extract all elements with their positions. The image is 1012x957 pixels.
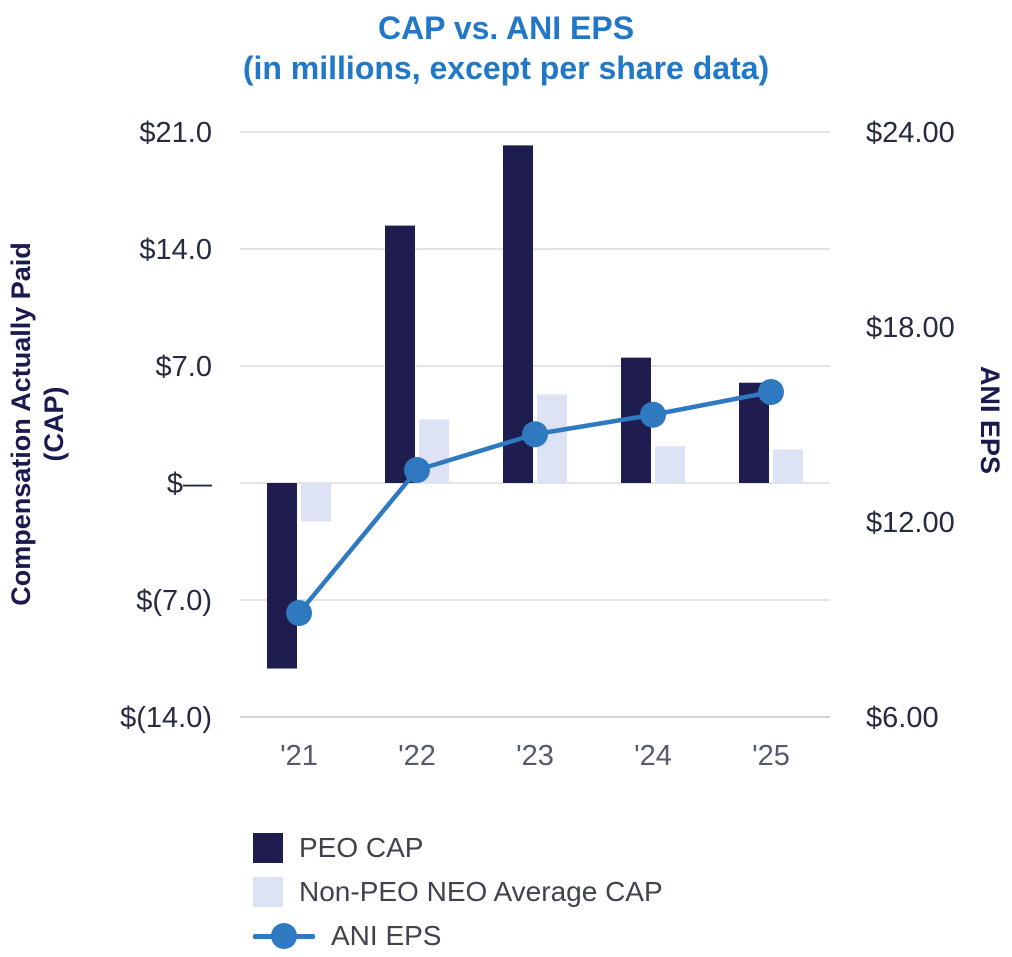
legend-item-ani-eps: ANI EPS [253, 918, 663, 954]
chart-title: CAP vs. ANI EPS (in millions, except per… [0, 8, 1012, 88]
chart-title-line2: (in millions, except per share data) [242, 50, 770, 86]
x-axis-tick-label: '21 [280, 740, 318, 772]
ani-eps-marker [404, 457, 430, 483]
peo-cap-bar [267, 483, 297, 669]
chart-title-line1: CAP vs. ANI EPS [377, 10, 635, 46]
right-axis-tick-label: $12.00 [866, 507, 955, 539]
non-peo-neo-bar [655, 446, 685, 483]
chart-plot-area: $21.0 $14.0 $7.0 $— $(7.0) $(14.0) $24.00 $18.0… [120, 117, 955, 772]
legend-label-peo-cap: PEO CAP [299, 832, 424, 863]
ani-eps-marker [286, 600, 312, 626]
left-axis-tick-label: $(7.0) [136, 585, 212, 617]
ani-eps-marker [640, 401, 666, 428]
left-axis-tick-label: $14.0 [139, 234, 212, 266]
non-peo-neo-swatch-icon [253, 877, 283, 907]
right-axis-tick-label: $24.00 [866, 117, 955, 149]
legend-item-non-peo-neo: Non-PEO NEO Average CAP [253, 874, 663, 910]
x-axis-tick-label: '24 [634, 740, 672, 772]
ani-eps-line-marker-icon [253, 921, 315, 951]
x-axis-tick-label: '23 [516, 740, 554, 772]
peo-cap-swatch-icon [253, 833, 283, 863]
ani-eps-marker [758, 379, 784, 405]
non-peo-neo-bar [301, 483, 331, 522]
x-axis-tick-label: '25 [752, 740, 790, 772]
right-axis-tick-label: $6.00 [866, 702, 939, 734]
legend-label-non-peo-neo: Non-PEO NEO Average CAP [299, 876, 663, 907]
peo-cap-bar [385, 225, 415, 483]
x-axis-tick-label: '22 [398, 740, 436, 772]
left-axis-tick-label: $(14.0) [120, 702, 212, 734]
right-axis-tick-label: $18.00 [866, 312, 955, 344]
chart-legend: PEO CAP Non-PEO NEO Average CAP ANI EPS [253, 830, 663, 954]
ani-eps-marker [522, 421, 548, 448]
non-peo-neo-bar [773, 449, 803, 483]
legend-item-peo-cap: PEO CAP [253, 830, 663, 866]
left-axis-tick-label: $21.0 [139, 117, 212, 149]
left-axis-tick-label: $7.0 [156, 351, 212, 383]
legend-label-ani-eps: ANI EPS [331, 920, 442, 951]
left-axis-tick-label: $— [167, 468, 212, 500]
